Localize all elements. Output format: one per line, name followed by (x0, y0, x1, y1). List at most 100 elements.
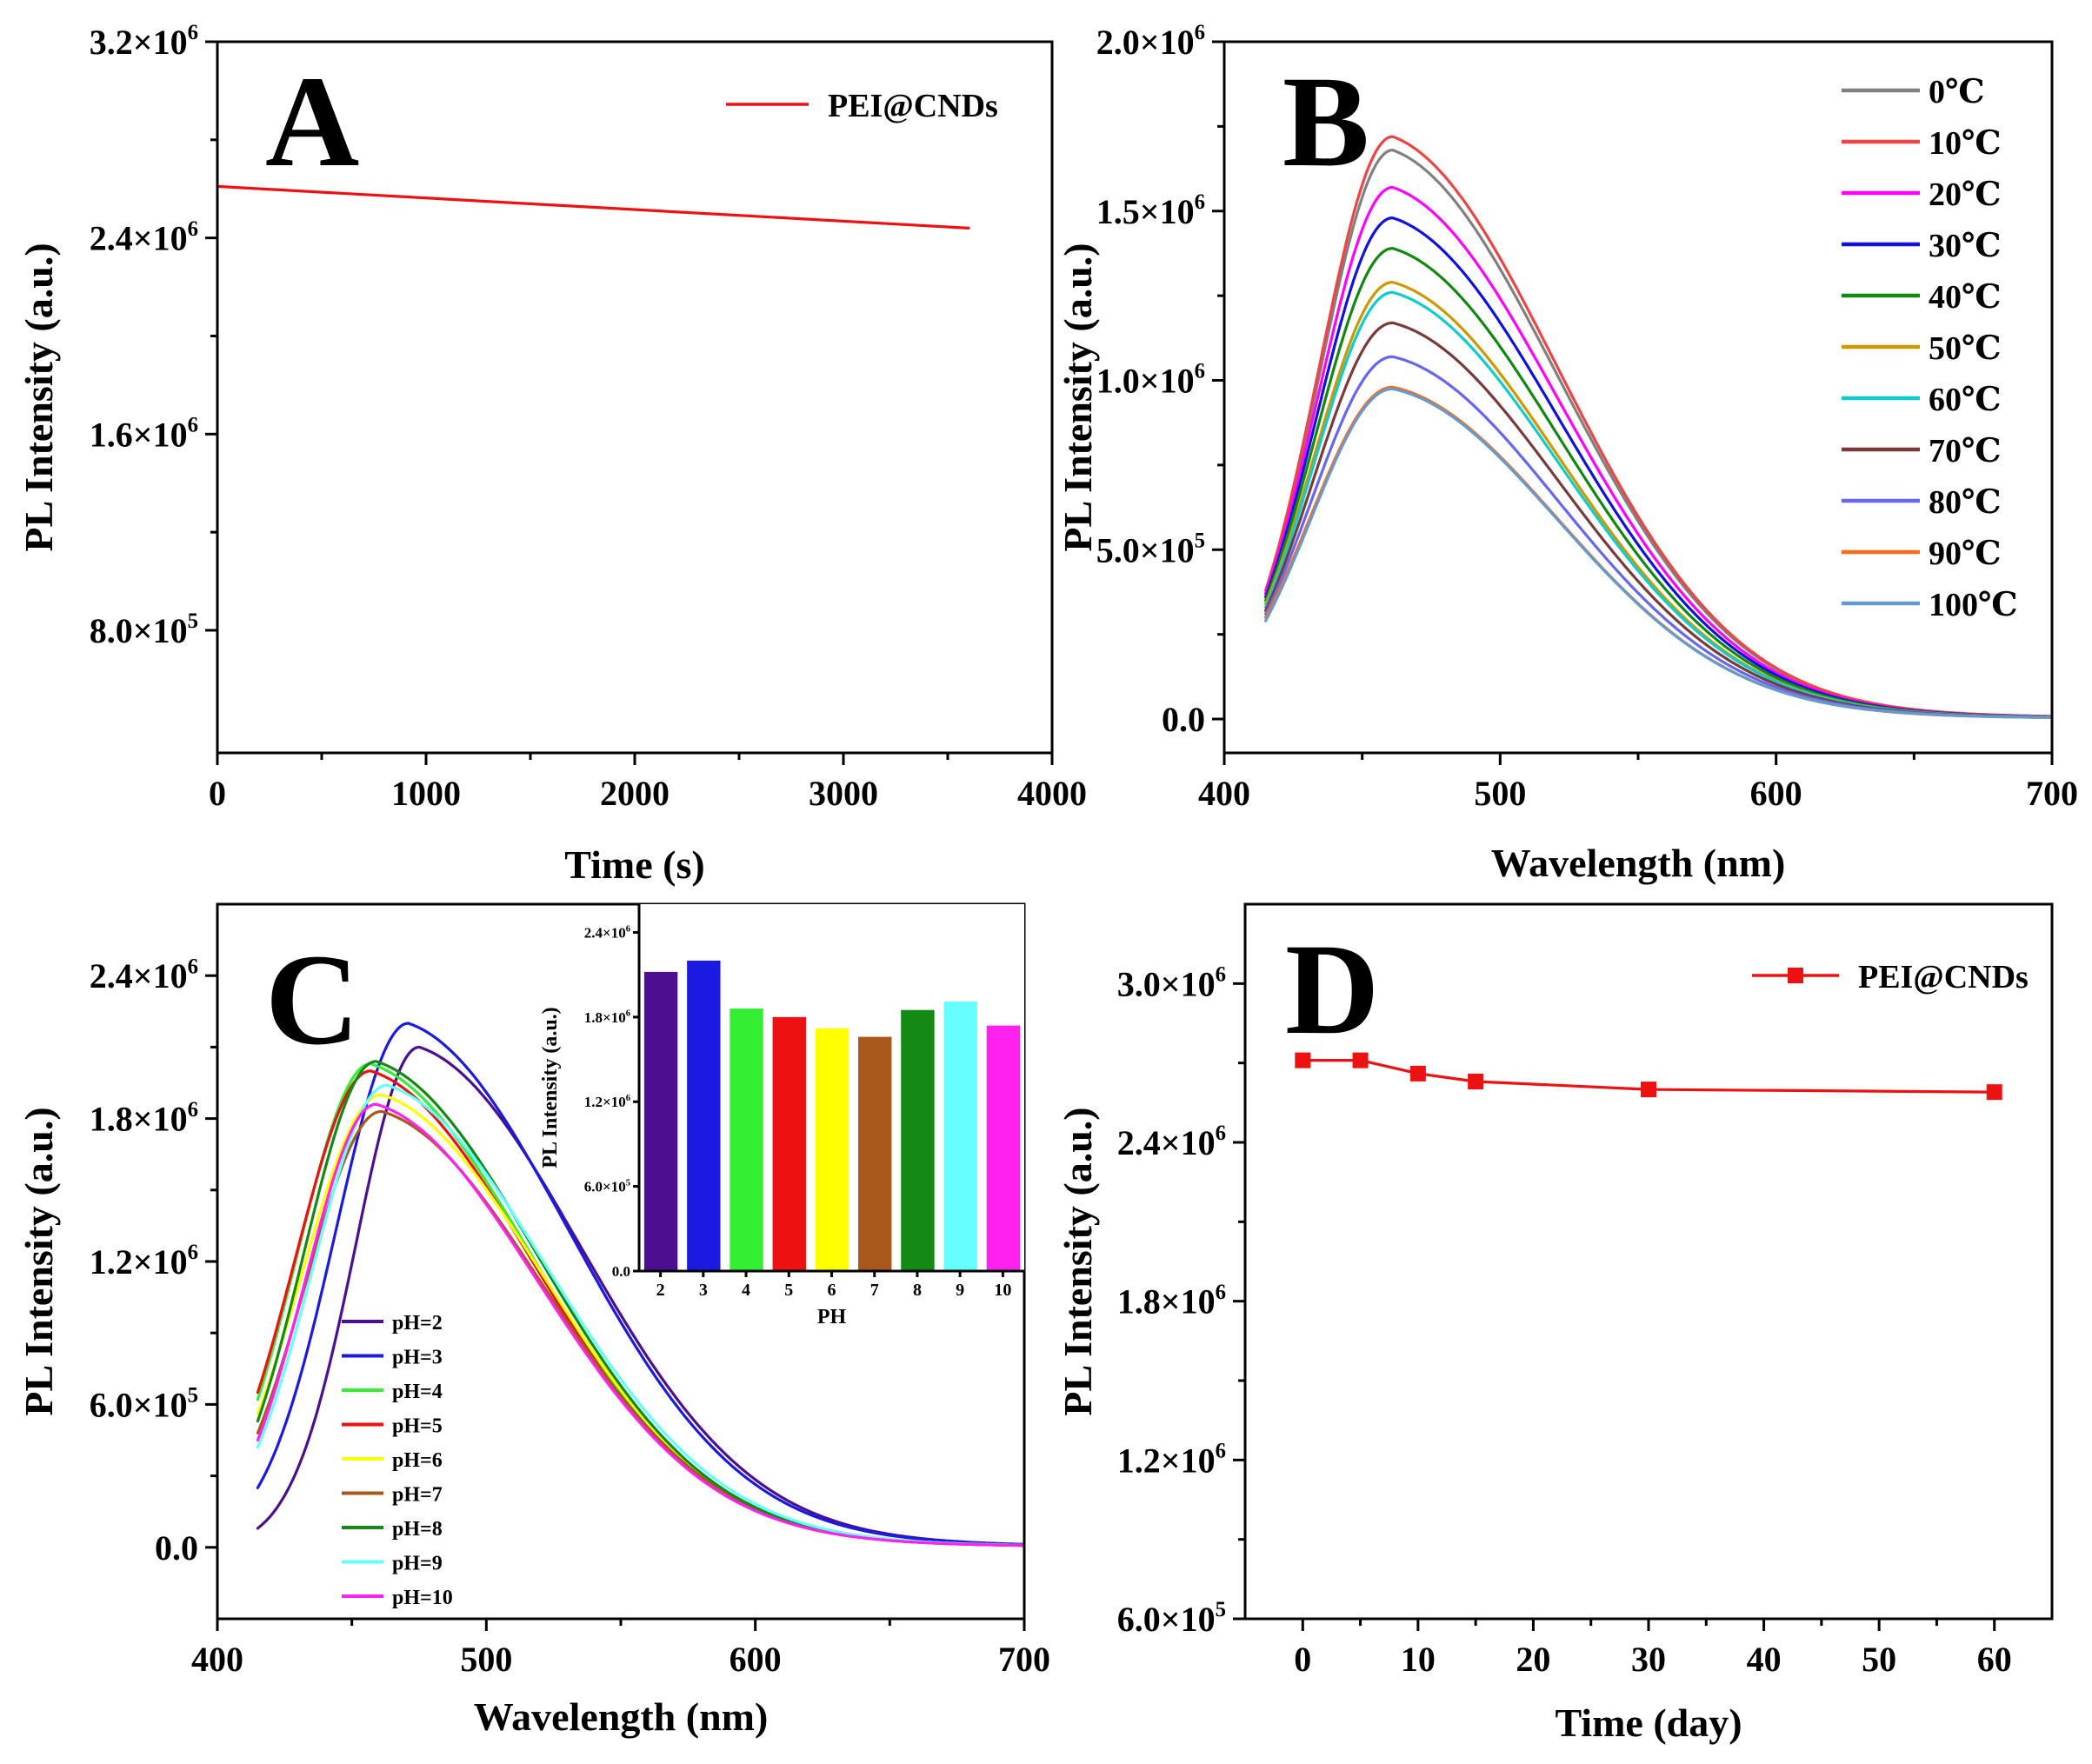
x-tick-label: 60 (1977, 1640, 2012, 1679)
y-tick-label-mantissa: 0.0 (1162, 700, 1205, 739)
y-tick-label-mantissa: 0.0 (155, 1528, 198, 1568)
x-axis-label: Wavelength (nm) (1491, 841, 1786, 885)
x-tick-label: 400 (191, 1640, 243, 1679)
legend-label: 40℃ (1929, 279, 2002, 316)
x-tick-label: 4000 (1017, 774, 1087, 813)
series-line-c-1 (256, 1022, 1024, 1547)
y-tick-label-exponent: 6 (1216, 1122, 1226, 1145)
y-tick-label: 3.2×106 (90, 21, 198, 62)
x-tick-label: 30 (1631, 1640, 1666, 1679)
y-tick-label: 1.2×106 (1117, 1440, 1226, 1481)
legend-label: 70℃ (1929, 433, 2002, 469)
y-tick-label-exponent: 6 (188, 21, 198, 44)
y-tick-label-mantissa: 2.0×10 (1096, 23, 1195, 62)
y-axis-label: PL Intensity (a.u.) (1056, 1107, 1100, 1415)
y-tick-label-exponent: 6 (1195, 360, 1205, 383)
y-tick-label: 1.8×106 (90, 1098, 198, 1139)
inset-y-axis-label: PL Intensity (a.u.) (539, 1007, 562, 1168)
legend-label: 30℃ (1929, 228, 2002, 264)
inset-x-tick-label: 2 (656, 1281, 665, 1300)
y-tick-label-exponent: 6 (188, 414, 198, 437)
legend-label: pH=10 (392, 1587, 453, 1609)
inset-y-tick-label: 0.0 (612, 1263, 630, 1280)
data-point-0 (1295, 1052, 1311, 1068)
inset-x-tick-label: 3 (699, 1281, 708, 1300)
series-line-b-10 (1264, 387, 2052, 719)
y-tick-label-exponent: 5 (1216, 1598, 1226, 1621)
x-tick-label: 2000 (600, 774, 670, 813)
series-line-b-4 (1264, 247, 2052, 719)
y-tick-label: 1.0×106 (1096, 360, 1205, 401)
y-tick-label-mantissa: 1.6×10 (90, 415, 188, 454)
inset-y-tick-label-mantissa: 1.2×10 (584, 1094, 626, 1110)
legend-label: PEI@CNDs (828, 88, 998, 124)
data-point-2 (1409, 1065, 1426, 1082)
y-tick-label-exponent: 6 (1195, 21, 1205, 44)
panel-d: 0 10 20 30 40 50 606.0×1051.2×1061.8×1062.4×10… (1056, 902, 2054, 1745)
inset-bar-6 (815, 1028, 849, 1271)
y-tick-label-mantissa: 1.2×10 (90, 1242, 188, 1281)
y-tick-label-exponent: 5 (188, 1384, 198, 1408)
data-point-3 (1468, 1073, 1484, 1089)
legend-label: pH=2 (392, 1312, 443, 1335)
inset-x-axis-label: PH (817, 1306, 847, 1328)
x-tick-label: 50 (1862, 1640, 1896, 1679)
data-point-1 (1352, 1052, 1369, 1068)
legend-label: 80℃ (1929, 484, 2002, 521)
inset-y-tick-label: 1.2×106 (584, 1094, 630, 1110)
inset-bar-5 (772, 1016, 806, 1271)
inset-y-tick-label-exponent: 6 (626, 1094, 630, 1103)
inset-y-tick-label-mantissa: 6.0×10 (584, 1179, 626, 1195)
x-tick-label: 700 (998, 1640, 1050, 1679)
x-axis-label: Time (day) (1555, 1701, 1742, 1745)
series-line-a-0 (217, 184, 970, 230)
y-tick-label: 8.0×105 (90, 609, 198, 650)
inset-bar-8 (901, 1009, 935, 1271)
legend-label: 60℃ (1929, 382, 2002, 418)
y-tick-label-exponent: 6 (1216, 1440, 1226, 1463)
y-tick-label: 2.0×106 (1096, 21, 1205, 62)
legend-label: PEI@CNDs (1858, 959, 2029, 995)
y-tick-label-mantissa: 1.8×10 (1117, 1282, 1216, 1321)
inset-bar-3 (687, 960, 721, 1271)
y-tick-label-mantissa: 1.0×10 (1096, 362, 1195, 401)
legend-label: 100℃ (1929, 587, 2018, 623)
inset-y-tick-label-mantissa: 0.0 (612, 1263, 630, 1280)
panel-b: 400 500 600 7000.05.0×1051.0×1061.5×1062.0×… (1056, 21, 2078, 885)
inset-x-tick-label: 7 (870, 1281, 879, 1300)
inset-y-tick-label-mantissa: 1.8×10 (584, 1009, 626, 1026)
legend-label: pH=4 (392, 1381, 443, 1403)
y-tick-label-mantissa: 6.0×10 (1117, 1600, 1216, 1639)
y-tick-label-exponent: 6 (1216, 963, 1226, 987)
panel-a: 0 1000 2000 3000 40008.0×1051.6×1062.4×1063.… (17, 21, 1087, 887)
y-tick-label-mantissa: 3.2×10 (90, 23, 188, 62)
data-point-5 (1986, 1084, 2002, 1101)
legend-label: pH=7 (392, 1484, 443, 1507)
x-tick-label: 10 (1401, 1640, 1436, 1679)
y-axis-label: PL Intensity (a.u.) (1056, 243, 1100, 551)
y-tick-label-mantissa: 2.4×10 (1117, 1123, 1216, 1162)
legend-label: 20℃ (1929, 176, 2002, 213)
y-tick-label-exponent: 6 (188, 955, 198, 978)
x-axis-label: Time (s) (564, 842, 704, 887)
legend-label: pH=6 (392, 1449, 443, 1472)
inset-x-tick-label: 8 (913, 1281, 922, 1300)
y-tick-label-mantissa: 3.0×10 (1117, 964, 1216, 1003)
y-tick-label: 0.0 (155, 1528, 198, 1568)
legend-label: 90℃ (1929, 536, 2002, 572)
y-tick-label-exponent: 5 (1195, 529, 1205, 552)
y-tick-label-exponent: 6 (188, 1098, 198, 1122)
inset-x-tick-label: 10 (994, 1281, 1011, 1300)
x-tick-label: 20 (1516, 1640, 1550, 1679)
y-tick-label: 1.8×106 (1117, 1281, 1226, 1321)
y-tick-label: 0.0 (1162, 700, 1205, 739)
plot-area (256, 1022, 1024, 1548)
y-tick-label: 6.0×105 (1117, 1598, 1226, 1639)
inset-x-tick-label: 5 (784, 1281, 793, 1300)
y-tick-label-exponent: 6 (188, 217, 198, 241)
x-tick-label: 0 (209, 774, 226, 813)
legend-label: pH=5 (392, 1415, 443, 1438)
legend-label: pH=8 (392, 1518, 443, 1541)
inset-y-tick-label-exponent: 5 (626, 1178, 630, 1188)
